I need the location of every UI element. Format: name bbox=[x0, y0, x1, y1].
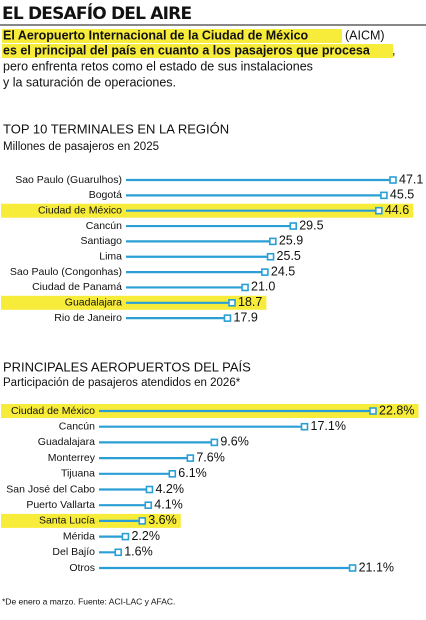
value-label: 25.9 bbox=[279, 234, 303, 248]
intro-text: El Aeropuerto Internacional de la Ciudad… bbox=[3, 28, 309, 42]
value-label: 21.0 bbox=[251, 280, 275, 294]
value-label: 2.2% bbox=[131, 529, 160, 543]
category-label: Ciudad de México bbox=[11, 405, 95, 417]
category-label: Cancún bbox=[59, 420, 95, 432]
category-label: Lima bbox=[99, 251, 122, 263]
value-label: 22.8% bbox=[379, 403, 414, 417]
bar-marker bbox=[145, 485, 154, 494]
value-label: 17.1% bbox=[311, 419, 346, 433]
category-label: Ciudad de México bbox=[38, 204, 122, 216]
intro-text: pero enfrenta retos como el estado de su… bbox=[3, 59, 313, 73]
bar-marker bbox=[210, 438, 219, 447]
value-label: 18.7 bbox=[238, 295, 262, 309]
footnote: *De enero a marzo. Fuente: ACI-LAC y AFA… bbox=[2, 596, 175, 606]
bar-marker bbox=[348, 564, 357, 572]
bar-marker bbox=[261, 268, 269, 276]
chart-title: PRINCIPALES AEROPUERTOS DEL PAÍS bbox=[3, 359, 251, 374]
bar-marker bbox=[114, 548, 123, 557]
bar-marker bbox=[289, 222, 298, 230]
category-label: Santiago bbox=[81, 235, 123, 247]
category-label: Monterrey bbox=[48, 452, 96, 464]
category-label: Sao Paulo (Guarulhos) bbox=[15, 174, 122, 186]
bar-marker bbox=[241, 283, 249, 292]
value-label: 3.6% bbox=[148, 513, 177, 527]
bar-marker bbox=[389, 176, 397, 184]
bar-marker bbox=[266, 252, 275, 261]
highlight bbox=[2, 29, 342, 43]
bar-marker bbox=[186, 454, 195, 462]
chart: PRINCIPALES AEROPUERTOS DEL PAÍS Particip… bbox=[1, 359, 419, 574]
bar-marker bbox=[138, 517, 147, 525]
chart: TOP 10 TERMINALES EN LA REGIÓN Millones d… bbox=[1, 121, 423, 324]
chart-title: TOP 10 TERMINALES EN LA REGIÓN bbox=[3, 121, 229, 136]
category-label: Rio de Janeiro bbox=[54, 312, 122, 324]
category-label: Santa Lucía bbox=[39, 515, 95, 527]
category-label: Del Bajío bbox=[52, 546, 95, 558]
value-label: 47.1 bbox=[399, 172, 423, 186]
category-label: Sao Paulo (Congonhas) bbox=[10, 266, 122, 278]
bar-marker bbox=[168, 469, 177, 478]
category-label: Guadalajara bbox=[38, 436, 95, 448]
highlight bbox=[1, 513, 181, 528]
bar-marker bbox=[144, 501, 153, 510]
bar-marker bbox=[369, 407, 377, 415]
value-label: 17.9 bbox=[233, 310, 257, 324]
chart-subtitle: Millones de pasajeros en 2025 bbox=[3, 141, 159, 153]
bar-marker bbox=[269, 237, 277, 246]
category-label: San José del Cabo bbox=[6, 483, 95, 495]
bar-marker bbox=[121, 532, 130, 541]
value-label: 4.1% bbox=[154, 497, 183, 511]
page-title: EL DESAFÍO DEL AIRE bbox=[2, 2, 191, 24]
chart-subtitle: Participación de pasajeros atendidos en … bbox=[3, 377, 241, 389]
bar-marker bbox=[228, 298, 236, 307]
value-label: 4.2% bbox=[155, 482, 184, 496]
intro-text: , bbox=[392, 43, 395, 57]
category-label: Ciudad de Panamá bbox=[32, 281, 122, 293]
intro-text: (AICM) bbox=[345, 28, 385, 42]
value-label: 24.5 bbox=[271, 264, 295, 278]
category-label: Tijuana bbox=[61, 468, 95, 480]
value-label: 6.1% bbox=[178, 466, 207, 480]
value-label: 1.6% bbox=[124, 545, 153, 559]
category-label: Bogotá bbox=[89, 189, 122, 201]
value-label: 44.6 bbox=[385, 203, 409, 217]
value-label: 9.6% bbox=[220, 435, 249, 449]
bar-marker bbox=[380, 191, 388, 200]
value-label: 21.1% bbox=[359, 560, 394, 574]
value-label: 25.5 bbox=[277, 249, 301, 263]
category-label: Otros bbox=[69, 562, 95, 574]
bar-marker bbox=[375, 206, 383, 215]
intro-text: y la saturación de operaciones. bbox=[3, 75, 176, 89]
bar-marker bbox=[223, 314, 232, 322]
category-label: Mérida bbox=[63, 530, 95, 542]
category-label: Puerto Vallarta bbox=[26, 499, 95, 511]
intro-text: es el principal del país en cuanto a los… bbox=[3, 43, 371, 57]
category-label: Guadalajara bbox=[65, 297, 122, 309]
highlight bbox=[2, 44, 393, 58]
value-label: 7.6% bbox=[196, 450, 225, 464]
value-label: 29.5 bbox=[299, 218, 323, 232]
bar-marker bbox=[300, 422, 309, 431]
value-label: 45.5 bbox=[390, 188, 414, 202]
category-label: Cancún bbox=[86, 220, 122, 232]
